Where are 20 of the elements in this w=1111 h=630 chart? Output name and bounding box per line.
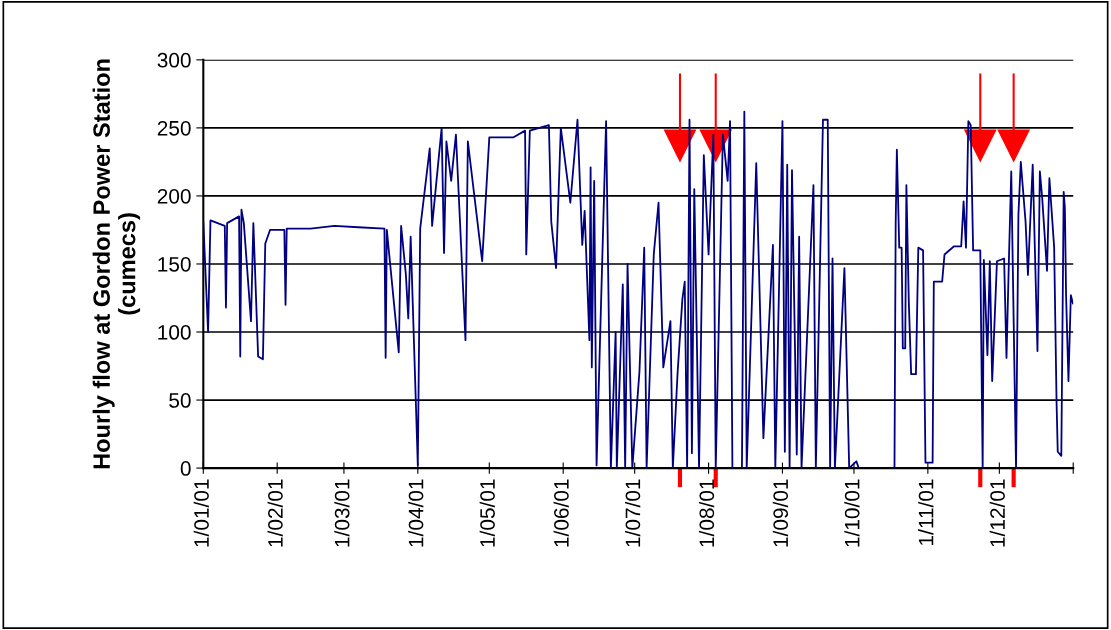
y-tick-label: 150 (158, 256, 191, 272)
y-tick-label: 100 (158, 325, 191, 340)
x-tick-label: 1/10/01 (844, 479, 860, 547)
x-tick-label: 1/08/01 (698, 479, 715, 547)
x-tick-label: 1/02/01 (267, 479, 283, 547)
x-tick-label: 1/06/01 (553, 479, 569, 547)
y-tick-label: 200 (157, 188, 191, 204)
x-tick-label: 1/05/01 (479, 479, 495, 547)
y-axis-title: Hourly flow at Gordon Power Station (cumecs) (92, 59, 141, 469)
y-tick-label: 50 (169, 393, 191, 408)
y-tick-label: 300 (157, 52, 191, 68)
x-tick-label: 1/09/01 (772, 479, 789, 547)
x-tick-label: 1/07/01 (624, 479, 641, 547)
x-tick-label: 1/12/01 (989, 479, 1005, 547)
x-tick-label: 1/03/01 (334, 479, 350, 547)
x-tick-label: 1/11/01 (918, 479, 934, 545)
x-tick-label: 1/01/01 (193, 479, 209, 547)
y-tick-label: 0 (180, 461, 191, 476)
y-tick-label: 250 (157, 120, 191, 136)
x-tick-label: 1/04/01 (408, 479, 424, 547)
